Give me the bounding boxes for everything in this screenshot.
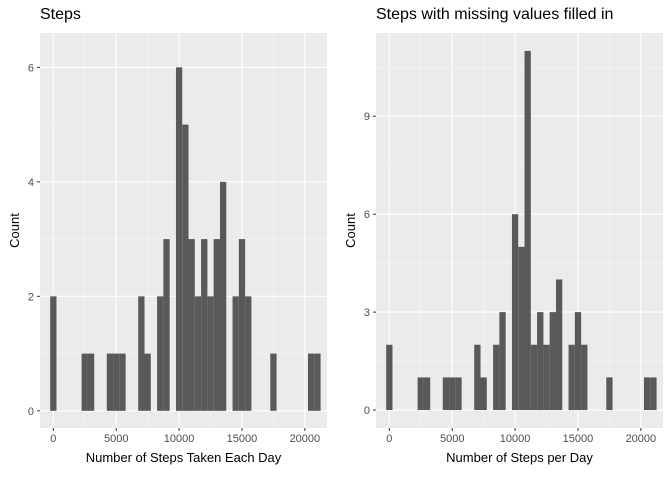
y-tick-label: 6 [28,62,34,74]
histogram-bar [549,312,556,411]
histogram-bar [543,344,550,411]
y-tick-label: 6 [364,209,370,221]
x-tick-label: 20000 [626,433,657,445]
x-tick-label: 0 [50,433,56,445]
histogram-bar [455,377,462,411]
histogram-bar [308,353,315,411]
histogram-bar [644,377,651,411]
histogram-bar [245,296,252,411]
x-tick-label: 0 [386,433,392,445]
histogram-bar [106,353,114,411]
histogram-bar [650,377,657,411]
histogram-bar [201,239,208,411]
histogram-chart: 0 5000 10000 15000 20000 0 3 6 9 Number of Steps … [343,33,663,465]
histogram-bar [442,377,450,411]
histogram-bar [175,67,183,411]
histogram-bar [499,312,506,411]
y-axis-label: Count [343,213,358,248]
histogram-bar [207,296,214,411]
histogram-bar [119,353,126,411]
x-tick-label: 5000 [440,433,464,445]
y-tick-label: 2 [28,291,34,303]
histogram-bar [524,50,531,411]
histogram-bar [238,239,246,411]
histogram-bar [606,377,613,411]
x-tick-label: 15000 [227,433,258,445]
histogram-bar [581,344,588,411]
histogram-bar [87,353,95,411]
histogram-bar [138,296,145,411]
histogram-bar [537,312,544,411]
histogram-bar [480,377,487,411]
histogram-bar [194,296,202,411]
x-tick-label: 5000 [104,433,128,445]
histogram-bar [423,377,431,411]
y-tick-label: 0 [28,406,34,418]
histogram-bar [113,353,120,411]
histogram-bar [511,214,519,411]
histogram-bar [144,353,151,411]
chart-title: Steps [40,6,81,23]
histogram-bar [493,344,500,411]
histogram-bar [188,239,195,411]
histogram-bar [417,377,424,411]
histogram-bar [314,353,321,411]
histogram-bar [568,344,575,411]
y-tick-label: 9 [364,111,370,123]
x-tick-label: 10000 [164,433,195,445]
x-tick-label: 20000 [290,433,321,445]
histogram-bar [518,246,525,411]
histogram-bar [555,279,563,411]
left-chart-panel: Steps 0 5000 10000 15000 20000 0 2 4 6 Number of … [7,6,327,465]
histogram-chart: 0 5000 10000 15000 20000 0 2 4 6 Number of Steps … [7,33,327,465]
chart-title: Steps with missing values filled in [376,6,614,23]
histogram-bar [474,344,481,411]
histogram-bar [182,124,189,411]
histogram-bar [530,344,538,411]
y-tick-label: 3 [364,307,370,319]
y-tick-label: 4 [28,177,34,189]
right-chart-panel: Steps with missing values filled in 0 500… [336,0,672,480]
histogram-bar [219,181,227,411]
histogram-bar [574,312,582,411]
x-axis-label: Number of Steps per Day [446,450,593,465]
histogram-bar [213,239,220,411]
histogram-bar [50,296,57,411]
histogram-bar [449,377,456,411]
x-axis-label: Number of Steps Taken Each Day [86,450,282,465]
x-tick-label: 15000 [563,433,594,445]
histogram-bar [386,344,393,411]
histogram-bar [157,296,164,411]
histogram-bar [81,353,88,411]
y-axis-label: Count [7,213,22,248]
histogram-bar [163,239,170,411]
x-tick-label: 10000 [500,433,531,445]
histogram-bar [270,353,277,411]
histogram-bar [232,296,239,411]
y-tick-label: 0 [364,405,370,417]
